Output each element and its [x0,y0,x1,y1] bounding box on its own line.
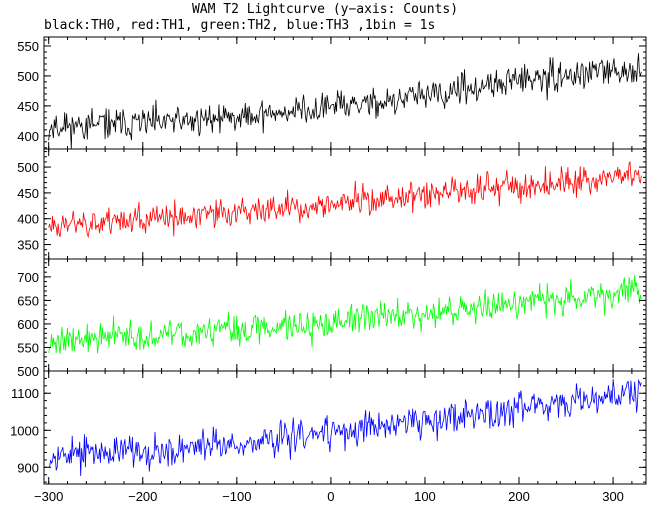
y-tick-label: 500 [17,69,39,84]
y-tick-label: 1100 [11,386,39,401]
y-tick-label: 450 [17,186,39,201]
y-tick-label: 600 [17,317,39,332]
panel-frame [43,36,647,150]
y-tick-label: 400 [17,129,39,144]
chart-title: WAM T2 Lightcurve (y−axis: Counts) [191,2,459,17]
x-tick-label: −300 [34,489,63,504]
panel-th3: 900 1000 1100 [10,370,647,485]
x-tick-label: 200 [508,489,530,504]
x-tick-label: −200 [128,489,157,504]
x-tick-label: 100 [414,489,436,504]
y-tick-label: 500 [17,364,39,379]
x-tick-label: 0 [327,489,334,504]
series-line-th2 [48,274,642,355]
y-tick-label: 700 [17,270,39,285]
panel-th2: 500 550 600 650 700 [17,258,647,379]
y-tick-label: 550 [17,39,39,54]
y-tick-label: 450 [17,99,39,114]
panel-th0: 400 450 500 550 [17,36,647,150]
y-tick-label: 650 [17,293,39,308]
series-line-th0 [48,53,642,149]
panel-frame [43,148,647,260]
y-tick-label: 350 [17,238,39,253]
y-tick-label: 500 [17,160,39,175]
y-tick-label: 900 [17,460,39,475]
panel-th1: 350 400 450 500 [17,148,647,260]
y-tick-label: 1000 [10,423,39,438]
x-tick-label: −100 [222,489,251,504]
y-tick-label: 400 [17,212,39,227]
series-line-th1 [48,160,642,239]
panel-frame [43,258,647,372]
y-tick-label: 550 [17,340,39,355]
series-line-th3 [48,378,642,477]
panel-frame [43,370,647,485]
x-tick-label: 300 [602,489,624,504]
chart-subtitle: black:TH0, red:TH1, green:TH2, blue:TH3 … [44,18,436,33]
